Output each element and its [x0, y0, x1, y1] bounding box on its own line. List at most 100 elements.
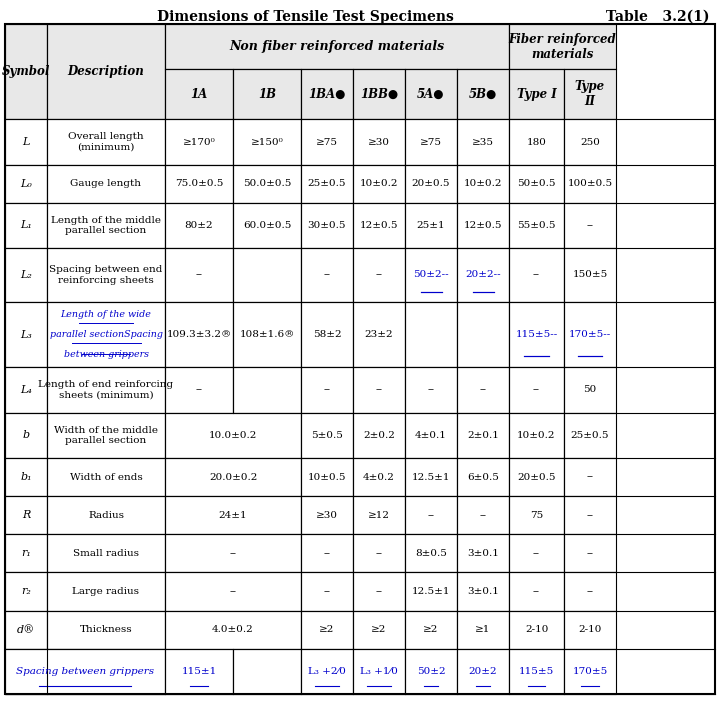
Text: 4±0.1: 4±0.1	[415, 431, 447, 439]
Bar	[233, 69, 301, 119]
Text: 108±1.6®: 108±1.6®	[239, 330, 294, 339]
Bar	[165, 165, 233, 203]
Text: 23±2: 23±2	[365, 330, 393, 339]
Bar	[564, 458, 616, 496]
Text: --: --	[428, 510, 434, 519]
Bar	[509, 458, 564, 496]
Bar	[233, 248, 301, 302]
Text: --: --	[480, 510, 487, 519]
Bar	[509, 534, 564, 572]
Text: 5A●: 5A●	[418, 88, 445, 101]
Bar	[457, 611, 509, 649]
Bar	[509, 119, 564, 165]
Text: Length of the middle
parallel section: Length of the middle parallel section	[51, 216, 161, 235]
Text: --: --	[230, 549, 236, 558]
Text: --: --	[323, 270, 330, 279]
Bar	[509, 572, 564, 611]
Bar	[353, 248, 405, 302]
Text: --: --	[480, 385, 487, 395]
Text: Overall length
(minimum): Overall length (minimum)	[68, 132, 144, 152]
Text: 12.5±1: 12.5±1	[412, 472, 450, 482]
Text: 58±2: 58±2	[312, 330, 341, 339]
Text: 10±0.2: 10±0.2	[517, 431, 556, 439]
Bar	[564, 367, 616, 413]
Text: --: --	[376, 587, 382, 596]
Bar	[353, 534, 405, 572]
Text: 170±5: 170±5	[572, 667, 608, 676]
Text: Length of end reinforcing
sheets (minimum): Length of end reinforcing sheets (minimu…	[38, 380, 174, 399]
Text: r₂: r₂	[21, 586, 31, 597]
Text: Length of the wide: Length of the wide	[60, 310, 151, 319]
Bar	[353, 165, 405, 203]
Text: --: --	[196, 270, 202, 279]
Bar	[165, 649, 233, 694]
Text: 8±0.5: 8±0.5	[415, 549, 447, 558]
Bar	[301, 413, 353, 458]
Text: 100±0.5: 100±0.5	[567, 179, 613, 188]
Bar	[165, 611, 301, 649]
Bar	[405, 649, 457, 694]
Bar	[165, 119, 233, 165]
Text: Large radius: Large radius	[73, 587, 140, 596]
Text: L₄: L₄	[20, 385, 32, 395]
Bar	[457, 572, 509, 611]
Text: d®: d®	[17, 625, 35, 635]
Text: 2-10: 2-10	[578, 625, 602, 634]
Bar	[405, 611, 457, 649]
Text: Description: Description	[68, 65, 145, 78]
Bar	[5, 496, 47, 534]
Text: 10±0.2: 10±0.2	[360, 179, 398, 188]
Text: 50±0.5: 50±0.5	[517, 179, 556, 188]
Bar	[301, 119, 353, 165]
Bar	[233, 302, 301, 367]
Bar	[353, 203, 405, 248]
Text: Width of the middle
parallel section: Width of the middle parallel section	[54, 425, 158, 445]
Bar	[457, 413, 509, 458]
Text: Non fiber reinforced materials: Non fiber reinforced materials	[230, 40, 444, 53]
Bar	[509, 165, 564, 203]
Bar	[301, 572, 353, 611]
Bar	[405, 367, 457, 413]
Bar	[233, 119, 301, 165]
Bar	[165, 496, 301, 534]
Text: 115±1: 115±1	[181, 667, 217, 676]
Text: --: --	[587, 510, 593, 519]
Text: Spacing between end
reinforcing sheets: Spacing between end reinforcing sheets	[49, 265, 163, 284]
Text: --: --	[323, 385, 330, 395]
Text: 25±0.5: 25±0.5	[307, 179, 346, 188]
Text: --: --	[323, 587, 330, 596]
Bar	[5, 611, 47, 649]
Text: Type I: Type I	[517, 88, 557, 101]
Text: --: --	[533, 385, 540, 395]
Text: --: --	[587, 221, 593, 230]
Text: ≥1: ≥1	[475, 625, 491, 634]
Text: 50: 50	[583, 385, 597, 395]
Bar	[564, 203, 616, 248]
Bar	[5, 24, 47, 119]
Bar	[165, 534, 301, 572]
Bar	[5, 248, 47, 302]
Bar	[457, 458, 509, 496]
Text: 55±0.5: 55±0.5	[517, 221, 556, 230]
Bar	[47, 165, 165, 203]
Bar	[509, 413, 564, 458]
Bar	[353, 367, 405, 413]
Text: 60.0±0.5: 60.0±0.5	[243, 221, 291, 230]
Bar	[405, 203, 457, 248]
Text: ≥2: ≥2	[372, 625, 387, 634]
Bar	[165, 458, 301, 496]
Bar	[47, 496, 165, 534]
Bar	[457, 302, 509, 367]
Bar	[564, 496, 616, 534]
Bar	[233, 367, 301, 413]
Bar	[509, 367, 564, 413]
Bar	[5, 203, 47, 248]
Text: 30±0.5: 30±0.5	[307, 221, 346, 230]
Text: --: --	[230, 587, 236, 596]
Bar	[405, 413, 457, 458]
Text: 4.0±0.2: 4.0±0.2	[212, 625, 254, 634]
Bar	[233, 649, 301, 694]
Text: Spacing between grippers: Spacing between grippers	[16, 667, 154, 676]
Text: 12.5±1: 12.5±1	[412, 587, 450, 596]
Bar	[353, 119, 405, 165]
